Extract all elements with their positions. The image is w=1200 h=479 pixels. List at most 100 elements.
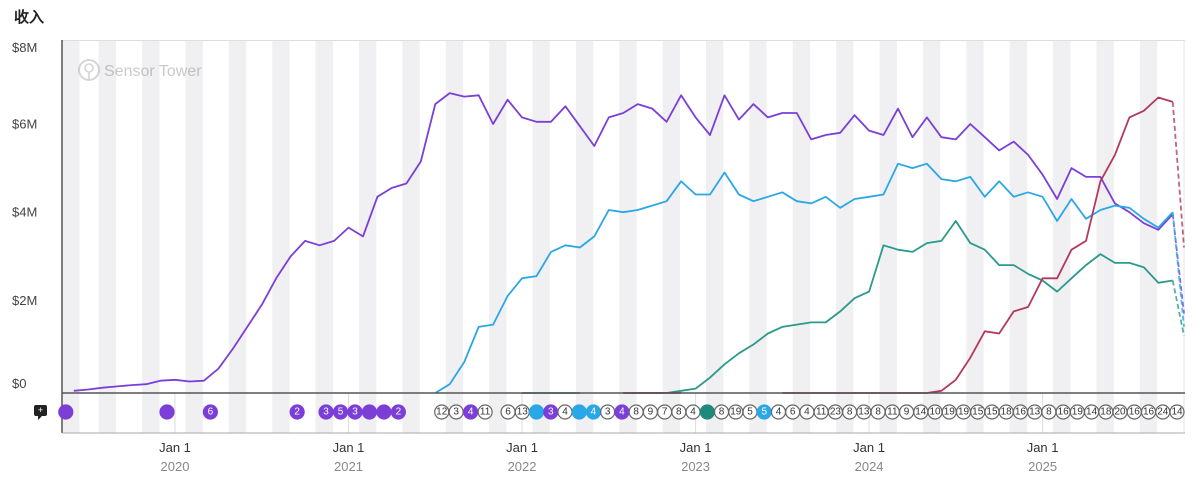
chart-title: 收入 (14, 8, 44, 26)
event-marker[interactable]: 8 (1041, 404, 1057, 420)
event-marker[interactable]: 16 (1126, 404, 1142, 420)
event-marker[interactable]: 19 (728, 404, 744, 420)
event-marker[interactable]: 11 (884, 404, 900, 420)
background-band (575, 40, 594, 433)
event-marker[interactable]: 16 (1012, 404, 1029, 420)
event-marker-label: 13 (858, 407, 870, 418)
event-marker[interactable] (376, 404, 392, 420)
event-marker[interactable] (571, 404, 587, 420)
event-marker[interactable]: 8 (713, 404, 730, 420)
event-marker-label: 20 (1115, 407, 1127, 418)
event-marker[interactable]: 3 (543, 404, 559, 420)
background-band (922, 40, 941, 433)
background-band (1053, 40, 1071, 433)
event-marker-label: 24 (1157, 407, 1169, 418)
event-marker-label: 19 (958, 407, 970, 418)
event-marker-label: 8 (847, 407, 853, 418)
event-marker[interactable] (159, 404, 175, 420)
x-tick-label: Jan 1 (680, 440, 712, 455)
comment-icon[interactable]: + (34, 405, 47, 420)
background-bands (62, 40, 1185, 433)
background-band (532, 40, 550, 433)
event-marker[interactable]: 4 (799, 404, 815, 420)
event-marker[interactable]: 14 (913, 404, 929, 420)
event-marker-label: 16 (1143, 407, 1155, 418)
event-marker[interactable]: 4 (463, 404, 479, 420)
x-tick-year: 2025 (1028, 459, 1057, 474)
event-marker-label: 2 (396, 407, 402, 418)
event-marker[interactable]: 9 (642, 404, 658, 420)
event-marker[interactable]: 24 (1155, 404, 1171, 420)
event-marker[interactable]: 8 (628, 404, 644, 420)
event-marker[interactable]: 12 (434, 404, 450, 420)
watermark-text: Sensor Tower (104, 63, 202, 80)
event-marker[interactable]: 19 (941, 404, 957, 420)
event-marker[interactable] (528, 404, 545, 420)
event-marker[interactable]: 5 (332, 404, 349, 420)
event-marker[interactable] (699, 404, 715, 420)
event-marker[interactable]: 13 (514, 404, 530, 420)
event-marker[interactable]: 4 (685, 404, 701, 420)
event-marker[interactable] (361, 404, 378, 420)
x-tick-year: 2024 (855, 459, 884, 474)
event-marker[interactable]: 6 (202, 404, 218, 420)
event-marker[interactable]: 13 (1027, 404, 1043, 420)
event-marker[interactable]: 6 (500, 404, 516, 420)
watermark-logo: Sensor Tower (78, 59, 202, 81)
event-marker-label: 5 (761, 407, 767, 418)
event-marker[interactable]: 8 (671, 404, 687, 420)
series-line-3 (623, 96, 1173, 394)
event-marker-label: 14 (1171, 407, 1183, 418)
event-marker[interactable]: 14 (1169, 404, 1185, 420)
event-marker[interactable]: 10 (927, 404, 943, 420)
event-marker[interactable]: 4 (614, 404, 630, 420)
event-marker[interactable]: 8 (870, 404, 886, 420)
event-marker-label: 19 (1072, 407, 1084, 418)
event-marker[interactable]: 9 (898, 404, 915, 420)
event-marker[interactable]: 19 (1069, 404, 1085, 420)
background-band (62, 40, 80, 433)
event-marker-label: 8 (1046, 407, 1052, 418)
event-marker[interactable]: 6 (785, 404, 801, 420)
event-marker[interactable]: 5 (756, 404, 772, 420)
event-marker[interactable]: 11 (813, 404, 829, 420)
event-marker[interactable] (58, 404, 74, 420)
background-band (315, 40, 333, 433)
event-marker[interactable]: 4 (557, 404, 573, 420)
event-marker[interactable]: 13 (856, 404, 872, 420)
event-marker[interactable]: 18 (1098, 404, 1114, 420)
series-forecast-3 (1171, 101, 1185, 248)
event-marker[interactable]: 2 (390, 404, 406, 420)
event-marker[interactable]: 16 (1055, 404, 1071, 420)
event-marker[interactable]: 5 (742, 404, 758, 420)
event-marker[interactable]: 3 (318, 404, 334, 420)
event-marker-label: 18 (1001, 407, 1013, 418)
event-marker-label: 9 (648, 407, 654, 418)
event-marker[interactable]: 11 (477, 404, 493, 420)
event-marker[interactable]: 23 (827, 404, 844, 420)
event-marker[interactable]: 8 (842, 404, 858, 420)
event-marker[interactable]: 14 (1084, 404, 1100, 420)
event-marker[interactable]: 15 (970, 404, 986, 420)
event-marker[interactable]: 16 (1140, 404, 1157, 420)
event-marker[interactable]: 2 (289, 404, 305, 420)
event-marker[interactable]: 18 (998, 404, 1014, 420)
event-markers: 6 2 3 5 3 2 12 3 4 11 6 13 3 4 4 3 4 8 9 7 8 4 8 19 5 5 4 6 4 11 23 8 13… (58, 404, 1185, 420)
x-tick-label: Jan 1 (159, 440, 191, 455)
event-marker-label: 14 (915, 407, 927, 418)
event-marker[interactable]: 20 (1112, 404, 1128, 420)
background-band (1139, 40, 1158, 433)
series-forecast-1 (1171, 212, 1185, 327)
event-marker[interactable]: 4 (770, 404, 787, 420)
x-tick-label: Jan 1 (506, 440, 538, 455)
event-marker[interactable]: 3 (347, 404, 363, 420)
event-marker[interactable]: 4 (585, 404, 602, 420)
event-marker[interactable]: 15 (984, 404, 1000, 420)
event-marker-label: 3 (453, 407, 459, 418)
event-marker[interactable]: 7 (657, 404, 673, 420)
event-marker-label: 8 (875, 407, 881, 418)
event-marker[interactable]: 3 (600, 404, 616, 420)
event-marker[interactable]: 3 (448, 404, 464, 420)
event-marker[interactable]: 19 (955, 404, 972, 420)
